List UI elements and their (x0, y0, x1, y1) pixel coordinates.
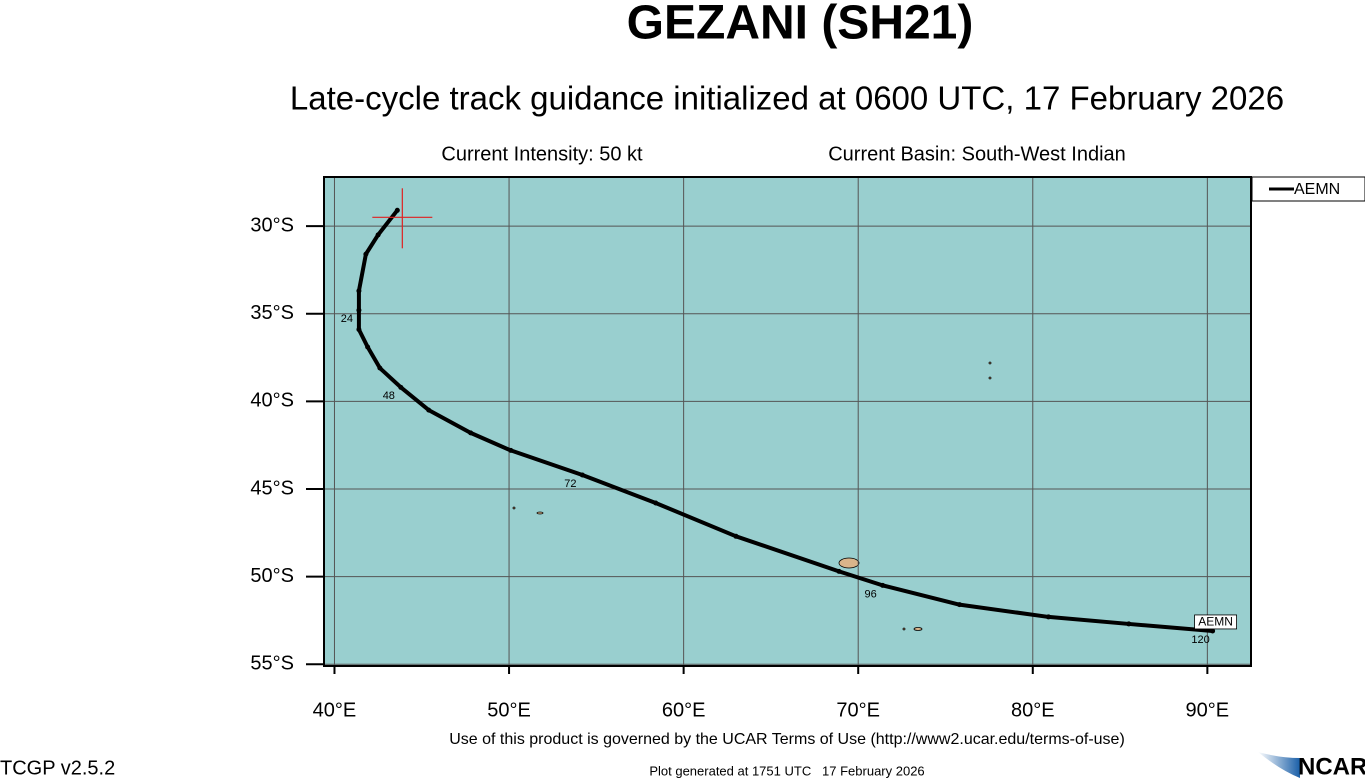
island (913, 627, 923, 631)
hour-label: 72 (564, 478, 576, 490)
track-point (1045, 614, 1051, 620)
y-tick-label: 40°S (250, 390, 294, 412)
track-point (375, 232, 381, 238)
y-tick-label: 30°S (250, 214, 294, 236)
island (988, 361, 992, 365)
track-point (377, 365, 383, 371)
track-point (365, 344, 371, 350)
track-point (426, 407, 432, 413)
island (512, 506, 516, 510)
y-tick-label: 35°S (250, 302, 294, 324)
plot-background (324, 177, 1251, 666)
basin: Current Basin: South-West Indian (828, 143, 1126, 165)
x-tick-label: 80°E (1011, 699, 1055, 721)
x-tick-label: 60°E (662, 699, 706, 721)
island (536, 511, 544, 515)
track-point (1210, 628, 1216, 634)
generated: Plot generated at 1751 UTC 17 February 2… (649, 763, 924, 778)
track-point (836, 568, 842, 574)
track-point (508, 447, 514, 453)
hour-label: 96 (865, 588, 877, 600)
island (988, 376, 992, 380)
subtitle: Late-cycle track guidance initialized at… (290, 80, 1284, 117)
x-tick-label: 90°E (1186, 699, 1230, 721)
y-tick-label: 45°S (250, 477, 294, 499)
hour-label: 48 (383, 390, 395, 402)
hour-label: 120 (1191, 634, 1209, 646)
track-point (1126, 621, 1132, 627)
island (838, 557, 860, 569)
track-point (880, 582, 886, 588)
title: GEZANI (SH21) (627, 0, 974, 50)
track-point (468, 430, 474, 436)
legend-label: AEMN (1294, 181, 1340, 198)
intensity: Current Intensity: 50 kt (441, 143, 643, 165)
y-tick-label: 55°S (250, 653, 294, 675)
plot: 40°E 50°E 60°E 70°E 80°E 90°E 30°S 35°S 40°S 45°S… (250, 176, 1252, 721)
track-point (356, 307, 362, 313)
terms: Use of this product is governed by the U… (449, 731, 1125, 748)
end-label: AEMN (1198, 615, 1233, 629)
version: TCGP v2.5.2 (0, 757, 115, 779)
end-label-box (1194, 614, 1237, 630)
track-point (356, 326, 362, 332)
track-point (394, 207, 400, 213)
track-point (579, 472, 585, 478)
x-tick-label: 70°E (836, 699, 880, 721)
track-point (653, 500, 659, 506)
logo: NCAR (1298, 753, 1365, 780)
island (902, 627, 906, 631)
track-point (733, 533, 739, 539)
track-point (356, 288, 362, 294)
track-point (363, 251, 369, 257)
x-tick-label: 40°E (313, 699, 357, 721)
track-point (956, 602, 962, 608)
track-point (398, 384, 404, 390)
logo-mark (1258, 752, 1300, 778)
x-tick-label: 50°E (487, 699, 531, 721)
hour-label: 24 (341, 313, 353, 325)
y-tick-label: 50°S (250, 565, 294, 587)
plot-frame (323, 176, 1252, 667)
